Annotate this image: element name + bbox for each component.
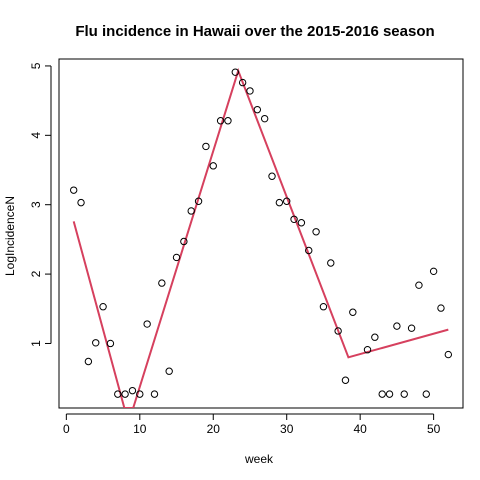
data-point: [415, 281, 423, 289]
data-point: [363, 346, 372, 354]
data-point: [341, 376, 350, 384]
data-point: [209, 162, 217, 170]
data-point: [77, 198, 85, 207]
plot-frame: [58, 58, 464, 409]
data-point: [349, 308, 357, 316]
data-point: [378, 390, 386, 398]
x-tick-label: 50: [427, 422, 441, 436]
x-tick-label: 10: [133, 422, 147, 436]
data-point: [444, 350, 453, 359]
data-point: [194, 197, 203, 205]
x-tick-label: 40: [353, 422, 367, 436]
data-point: [385, 390, 394, 398]
data-point: [422, 390, 430, 398]
data-point: [253, 105, 262, 114]
data-point: [106, 339, 115, 348]
data-point: [327, 259, 335, 267]
x-tick-label: 20: [207, 422, 221, 436]
y-tick-label: 4: [29, 132, 43, 139]
data-point: [128, 386, 137, 395]
y-tick-label: 1: [29, 340, 43, 347]
data-point: [69, 186, 78, 194]
x-tick-label: 0: [63, 422, 70, 436]
data-point: [407, 324, 416, 332]
data-point: [268, 172, 276, 180]
data-point: [305, 246, 313, 255]
fit-line: [72, 67, 449, 408]
data-point: [216, 117, 225, 125]
y-axis-label: LogIncidenceN: [3, 196, 17, 276]
chart-title: Flu incidence in Hawaii over the 2015-20…: [75, 23, 434, 40]
data-point: [143, 320, 151, 328]
data-point: [84, 357, 93, 366]
x-axis-label: week: [244, 452, 274, 466]
data-point: [400, 390, 408, 398]
y-tick-label: 2: [29, 270, 43, 277]
data-point: [297, 219, 306, 227]
data-point: [165, 367, 173, 375]
data-point: [371, 333, 379, 341]
data-point: [121, 390, 129, 398]
data-point: [231, 68, 239, 76]
data-point: [187, 207, 195, 215]
data-point: [319, 303, 328, 311]
data-point: [260, 114, 269, 123]
y-tick-label: 5: [29, 62, 43, 69]
data-point: [275, 198, 284, 207]
x-tick-label: 30: [280, 422, 294, 436]
y-tick-label: 3: [29, 201, 43, 208]
data-point: [136, 390, 144, 398]
plot-area: 0 10 20 30 40 50 1 2 3 4 5: [29, 58, 464, 436]
data-point: [246, 87, 254, 95]
data-point: [283, 197, 291, 205]
data-point: [393, 322, 401, 330]
data-point: [114, 390, 122, 398]
data-point: [224, 117, 232, 125]
data-point: [238, 78, 247, 87]
data-point: [158, 279, 166, 287]
data-point: [334, 327, 342, 335]
data-point: [437, 304, 445, 312]
data-point: [180, 237, 188, 246]
data-point: [92, 339, 100, 347]
data-point: [202, 142, 210, 151]
data-point: [290, 215, 298, 223]
data-point: [429, 267, 438, 276]
data-point: [99, 303, 107, 311]
data-point: [150, 390, 159, 398]
data-point: [312, 228, 320, 236]
data-point: [172, 253, 181, 262]
